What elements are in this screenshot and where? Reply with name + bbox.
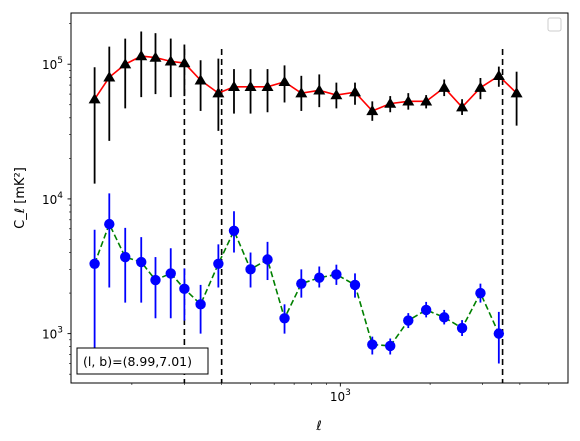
data-point-triangle	[474, 81, 487, 92]
data-point-circle	[104, 218, 115, 230]
data-point-triangle	[164, 55, 177, 66]
data-point-triangle	[88, 93, 101, 104]
data-point-triangle	[149, 51, 162, 62]
data-point-triangle	[366, 104, 379, 116]
data-point-circle	[385, 340, 396, 352]
series-0	[88, 31, 523, 184]
data-point-triangle	[278, 75, 291, 87]
annotation: (l, b)=(8.99,7.01)	[76, 347, 209, 375]
data-point-triangle	[194, 74, 207, 85]
data-point-triangle	[456, 101, 469, 112]
data-point-circle	[456, 322, 468, 334]
data-point-circle	[165, 268, 176, 279]
data-point-triangle	[510, 87, 523, 98]
legend	[547, 17, 562, 32]
data-point-circle	[314, 272, 325, 283]
data-point-triangle	[349, 86, 362, 97]
annotation-text: (l, b)=(8.99,7.01)	[83, 354, 192, 369]
data-point-triangle	[227, 80, 240, 91]
y-tick-label: 105	[42, 56, 63, 72]
legend-box	[547, 17, 562, 32]
plot-frame	[70, 12, 569, 384]
data-point-triangle	[261, 80, 274, 91]
data-point-circle	[438, 312, 450, 323]
series-1	[89, 193, 505, 364]
data-point-circle	[213, 258, 224, 269]
data-point-triangle	[295, 87, 308, 98]
vertical-marker-lines	[183, 49, 504, 383]
data-point-circle	[403, 315, 414, 326]
data-point-circle	[331, 269, 342, 280]
data-point-circle	[89, 258, 100, 269]
data-point-triangle	[244, 80, 257, 91]
axes: 103 103 104 105	[42, 23, 550, 404]
data-point-circle	[367, 339, 378, 350]
y-axis-label: C_ℓ [mK²]	[13, 167, 28, 229]
data-point-circle	[179, 283, 190, 295]
data-point-circle	[296, 278, 307, 289]
data-point-triangle	[384, 97, 397, 108]
data-point-triangle	[420, 95, 433, 106]
data-point-circle	[262, 254, 273, 265]
y-tick-label: 103	[42, 326, 63, 342]
data-point-triangle	[438, 81, 451, 92]
annotation-box	[76, 347, 209, 375]
y-tick-label: 104	[42, 191, 63, 207]
data-point-circle	[493, 328, 505, 339]
data-point-triangle	[330, 89, 343, 100]
series-layer	[88, 31, 523, 364]
data-point-triangle	[212, 87, 225, 98]
data-point-triangle	[402, 95, 415, 106]
data-point-triangle	[103, 71, 116, 82]
data-point-circle	[195, 299, 206, 310]
data-point-circle	[245, 264, 256, 275]
data-point-circle	[349, 279, 361, 291]
x-axis-label: ℓ	[315, 419, 321, 434]
x-tick-label: 103	[330, 388, 351, 404]
data-point-circle	[228, 225, 240, 236]
data-point-triangle	[178, 57, 191, 68]
data-point-triangle	[313, 84, 326, 95]
data-point-triangle	[492, 69, 505, 81]
data-point-circle	[150, 274, 161, 286]
data-point-circle	[279, 313, 290, 324]
data-point-triangle	[119, 58, 132, 69]
data-point-circle	[120, 251, 131, 263]
data-point-triangle	[135, 50, 148, 61]
data-point-circle	[475, 287, 486, 299]
data-point-circle	[420, 304, 432, 316]
data-point-circle	[136, 256, 147, 268]
